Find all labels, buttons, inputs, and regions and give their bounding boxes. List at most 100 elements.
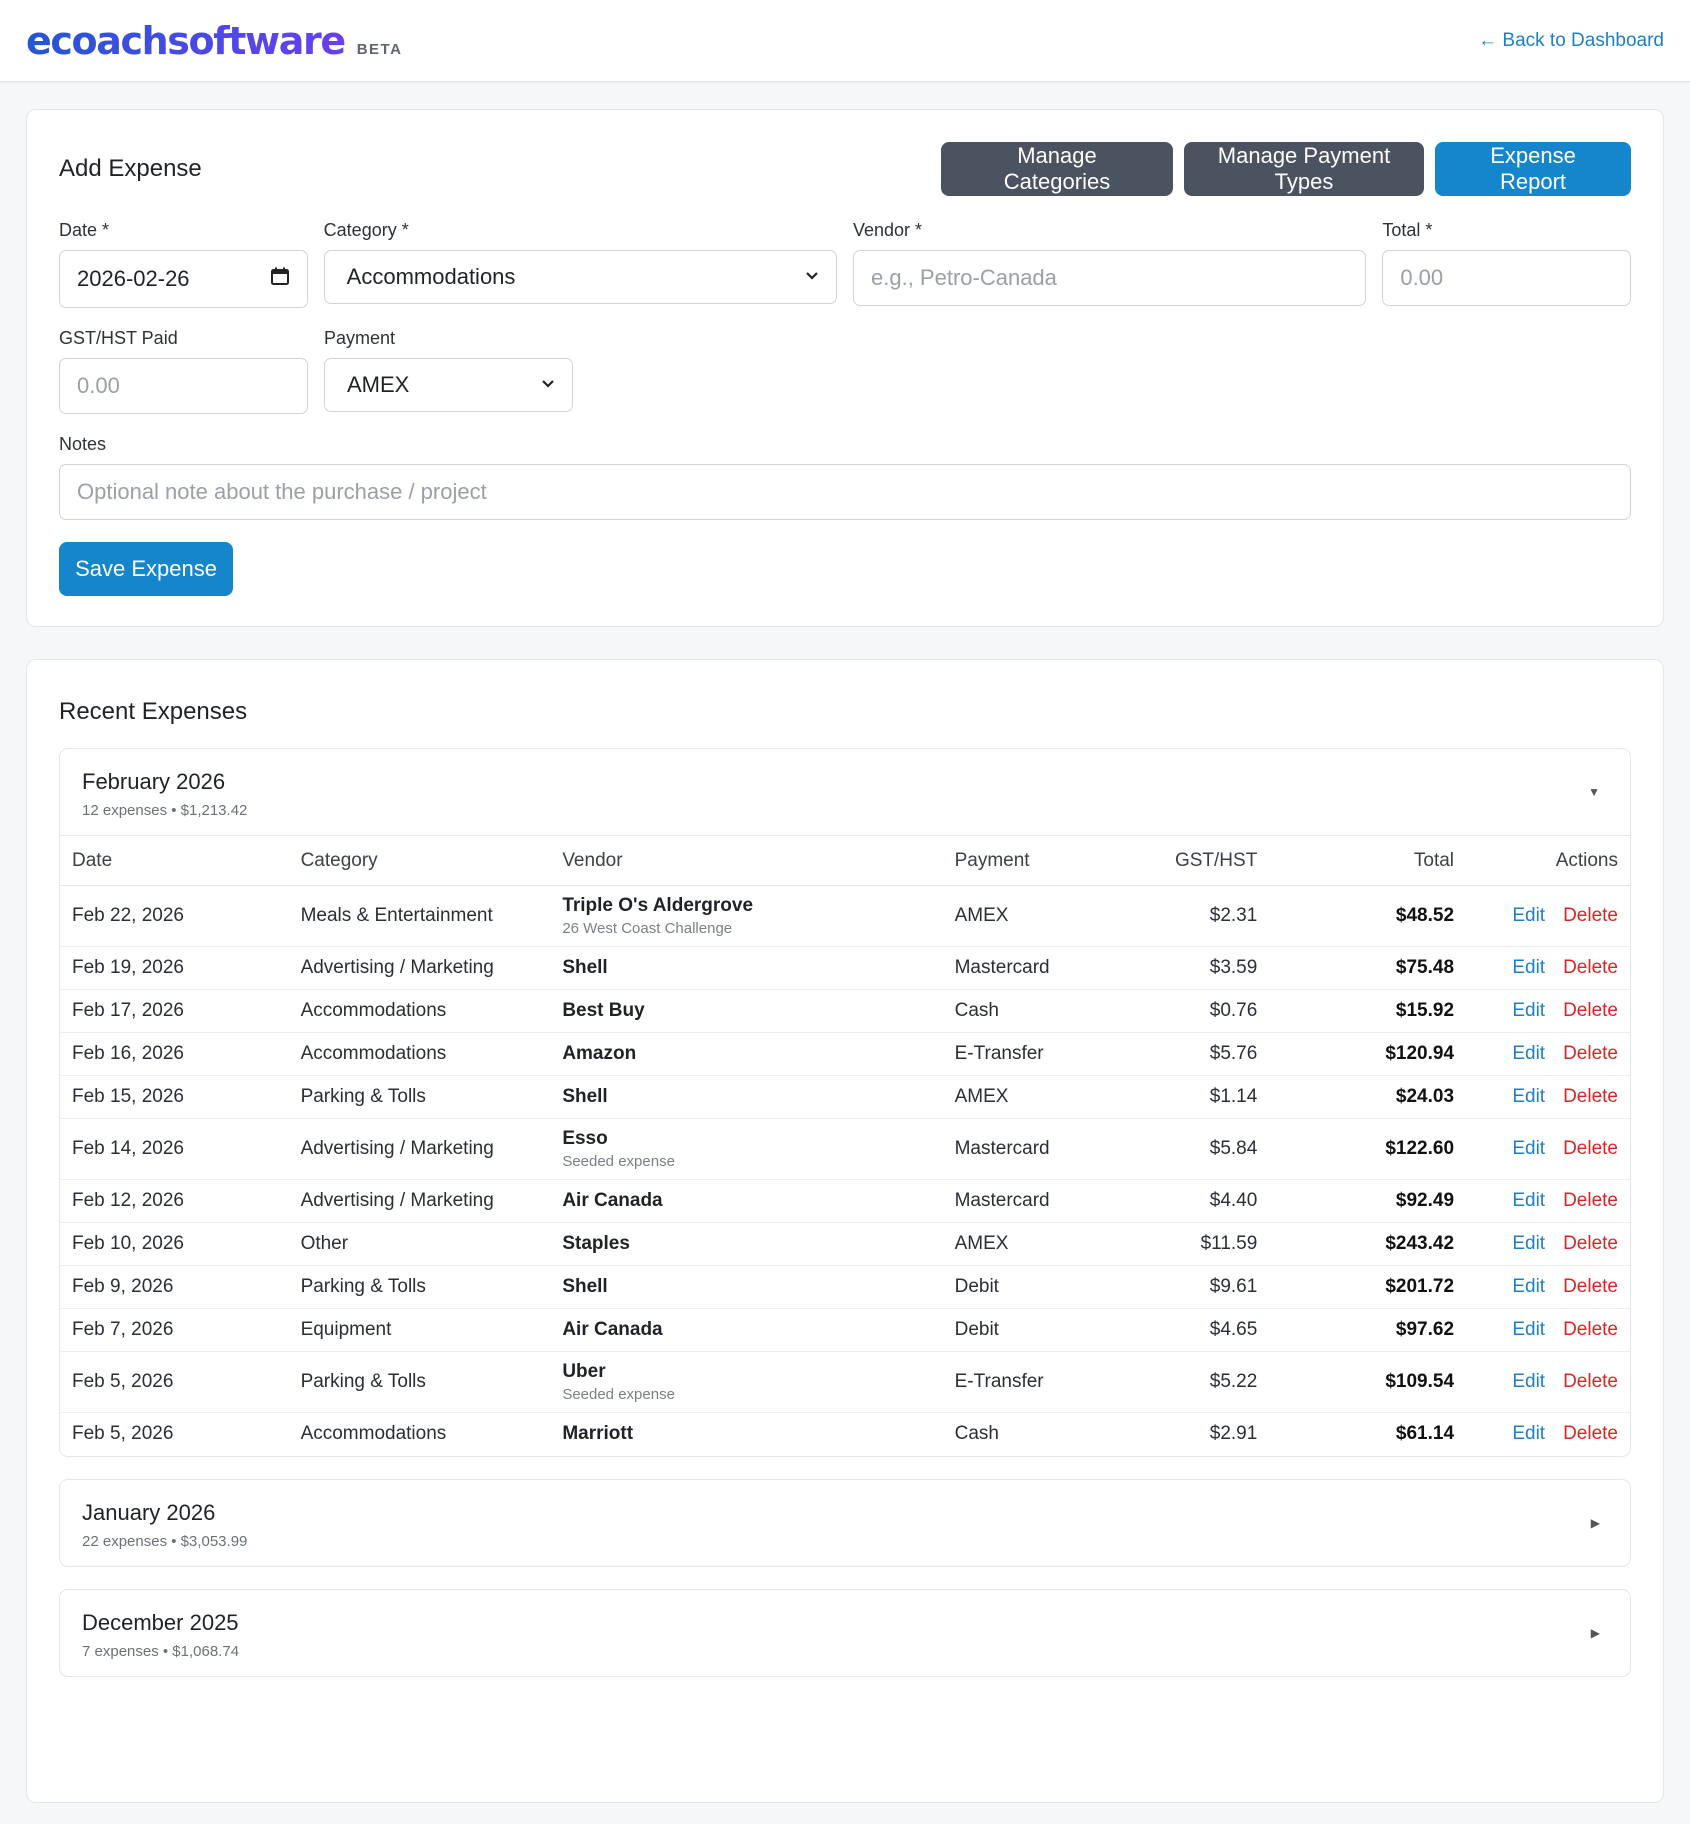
cell-date: Feb 19, 2026 — [60, 946, 289, 990]
edit-link[interactable]: Edit — [1512, 1319, 1546, 1340]
category-label: Category * — [323, 220, 409, 240]
table-row: Feb 5, 2026 Parking & Tolls Uber Seeded exp… — [60, 1351, 1630, 1413]
vendor-input[interactable]: e.g., Petro-Canada — [853, 250, 1367, 306]
month-group-february-2026: February 2026 12 expenses • $1,213.42 ▼ … — [59, 748, 1631, 1457]
edit-link[interactable]: Edit — [1512, 1138, 1546, 1159]
delete-link[interactable]: Delete — [1563, 1319, 1618, 1340]
delete-link[interactable]: Delete — [1563, 957, 1618, 978]
vendor-name: Esso — [562, 1128, 608, 1149]
cell-total: $92.49 — [1269, 1179, 1467, 1223]
cell-payment: Cash — [942, 989, 1140, 1033]
cell-gst: $5.84 — [1139, 1118, 1270, 1180]
cell-payment: Mastercard — [942, 946, 1140, 990]
delete-link[interactable]: Delete — [1563, 1086, 1618, 1107]
month-header[interactable]: December 2025 7 expenses • $1,068.74 ▶ — [60, 1590, 1630, 1676]
edit-link[interactable]: Edit — [1512, 957, 1546, 978]
logo[interactable]: ecoachsoftware — [26, 18, 346, 63]
edit-link[interactable]: Edit — [1512, 1190, 1546, 1211]
column-header-vendor[interactable]: Vendor — [550, 835, 943, 886]
column-header-payment[interactable]: Payment — [942, 835, 1140, 886]
delete-link[interactable]: Delete — [1563, 1233, 1618, 1254]
month-header[interactable]: January 2026 22 expenses • $3,053.99 ▶ — [60, 1480, 1630, 1566]
cell-date: Feb 15, 2026 — [60, 1075, 289, 1119]
cell-gst: $5.22 — [1139, 1351, 1270, 1413]
cell-gst: $3.59 — [1139, 946, 1270, 990]
delete-link[interactable]: Delete — [1563, 1043, 1618, 1064]
calendar-icon[interactable] — [270, 266, 290, 292]
cell-category: Advertising / Marketing — [288, 1118, 551, 1180]
vendor-label: Vendor * — [853, 220, 923, 240]
gst-placeholder: 0.00 — [77, 373, 120, 398]
save-expense-button[interactable]: Save Expense — [59, 542, 233, 596]
manage-payment-types-button[interactable]: Manage Payment Types — [1184, 142, 1424, 196]
vendor-name: Uber — [562, 1361, 606, 1382]
table-row: Feb 10, 2026 Other Staples AMEX $11.59 $243.4… — [60, 1222, 1630, 1266]
column-header-actions: Actions — [1466, 835, 1630, 886]
edit-link[interactable]: Edit — [1512, 1086, 1546, 1107]
cell-vendor: Triple O's Aldergrove 26 West Coast Chall… — [550, 885, 943, 947]
edit-link[interactable]: Edit — [1512, 1000, 1546, 1021]
delete-link[interactable]: Delete — [1563, 1371, 1618, 1392]
delete-link[interactable]: Delete — [1563, 1190, 1618, 1211]
column-header-total[interactable]: Total — [1269, 835, 1467, 886]
delete-link[interactable]: Delete — [1563, 1000, 1618, 1021]
month-title: December 2025 — [82, 1609, 239, 1635]
top-bar: ecoachsoftware BETA ← Back to Dashboard — [0, 0, 1690, 82]
date-input[interactable]: 2026-02-26 — [59, 250, 308, 308]
edit-link[interactable]: Edit — [1512, 1423, 1546, 1445]
caret-down-icon[interactable]: ▼ — [1588, 785, 1600, 799]
cell-vendor: Marriott — [550, 1413, 942, 1456]
edit-link[interactable]: Edit — [1512, 1043, 1546, 1064]
cell-total: $15.92 — [1269, 989, 1467, 1033]
delete-link[interactable]: Delete — [1563, 905, 1618, 926]
back-to-dashboard-link[interactable]: ← Back to Dashboard — [1478, 29, 1664, 51]
chevron-down-icon — [805, 268, 819, 286]
caret-right-icon[interactable]: ▶ — [1590, 1625, 1600, 1640]
cell-total: $61.14 — [1395, 1423, 1455, 1445]
month-header[interactable]: February 2026 12 expenses • $1,213.42 ▼ — [60, 749, 1630, 835]
cell-actions: Edit Delete — [1466, 1075, 1630, 1119]
add-expense-title: Add Expense — [59, 155, 202, 182]
cell-gst: $0.76 — [1139, 989, 1270, 1033]
payment-select[interactable]: AMEX — [324, 358, 573, 412]
table-row: Feb 9, 2026 Parking & Tolls Shell Debit $9.6… — [60, 1265, 1630, 1309]
cell-payment: Cash — [954, 1423, 999, 1445]
delete-link[interactable]: Delete — [1563, 1138, 1618, 1159]
manage-categories-button[interactable]: Manage Categories — [941, 142, 1173, 196]
cell-total: $243.42 — [1269, 1222, 1467, 1266]
table-row: Feb 5, 2026 Accommodations Marriott Cash $2.… — [60, 1413, 1630, 1456]
cell-total: $122.60 — [1269, 1118, 1467, 1180]
edit-link[interactable]: Edit — [1512, 905, 1546, 926]
edit-link[interactable]: Edit — [1512, 1371, 1546, 1392]
cell-vendor: Uber Seeded expense — [550, 1351, 943, 1413]
category-select[interactable]: Accommodations — [323, 250, 837, 304]
payment-label: Payment — [324, 328, 396, 348]
expense-report-button[interactable]: Expense Report — [1435, 142, 1631, 196]
cell-gst: $4.40 — [1139, 1179, 1270, 1223]
cell-payment: E-Transfer — [942, 1032, 1140, 1076]
cell-total: $201.72 — [1269, 1265, 1467, 1309]
caret-right-icon[interactable]: ▶ — [1590, 1515, 1600, 1530]
month-group-december-2025: December 2025 7 expenses • $1,068.74 ▶ — [59, 1588, 1631, 1677]
gst-input[interactable]: 0.00 — [59, 358, 308, 414]
month-title: January 2026 — [82, 1499, 216, 1525]
delete-link[interactable]: Delete — [1563, 1276, 1618, 1297]
edit-link[interactable]: Edit — [1512, 1233, 1546, 1254]
edit-link[interactable]: Edit — [1512, 1276, 1546, 1297]
cell-category: Meals & Entertainment — [288, 885, 551, 947]
chevron-down-icon — [541, 376, 555, 394]
delete-link[interactable]: Delete — [1563, 1423, 1618, 1445]
table-row: Feb 17, 2026 Accommodations Best Buy Cash $0… — [60, 989, 1630, 1033]
cell-gst: $4.65 — [1139, 1308, 1270, 1352]
cell-payment: AMEX — [942, 1222, 1140, 1266]
cell-actions: Edit Delete — [1466, 1308, 1630, 1352]
cell-date: Feb 9, 2026 — [60, 1265, 289, 1309]
cell-actions: Edit Delete — [1466, 1118, 1630, 1180]
column-header-gst[interactable]: GST/HST — [1139, 835, 1270, 886]
notes-input[interactable]: Optional note about the purchase / proje… — [59, 464, 1631, 520]
total-input[interactable]: 0.00 — [1382, 250, 1631, 306]
column-header-category[interactable]: Category — [288, 835, 551, 886]
month-summary: 22 expenses • $3,053.99 — [82, 1532, 248, 1550]
cell-category: Equipment — [288, 1308, 551, 1352]
column-header-date[interactable]: Date — [60, 835, 289, 886]
